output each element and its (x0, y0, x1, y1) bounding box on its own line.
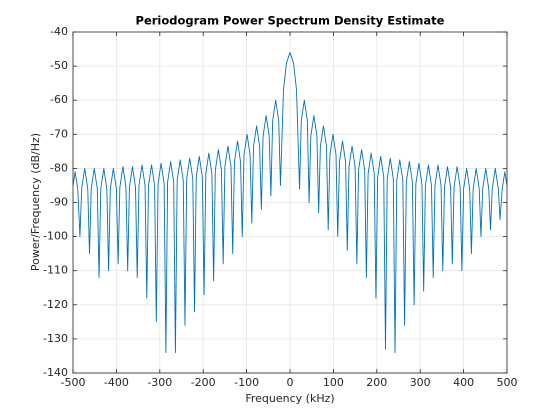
x-tick-label: 200 (366, 376, 387, 389)
y-tick-label: -120 (43, 298, 68, 311)
x-tick-label: -300 (147, 376, 172, 389)
x-tick-label: -200 (191, 376, 216, 389)
x-tick-label: 100 (323, 376, 344, 389)
y-tick-label: -40 (50, 25, 68, 38)
x-axis-label: Frequency (kHz) (245, 392, 334, 405)
y-tick-label: -50 (50, 59, 68, 72)
x-tick-label: -400 (104, 376, 129, 389)
y-tick-label: -70 (50, 127, 68, 140)
x-tick-label: 0 (287, 376, 294, 389)
y-tick-label: -140 (43, 366, 68, 379)
y-axis-label: Power/Frequency (dB/Hz) (29, 133, 42, 271)
chart-title: Periodogram Power Spectrum Density Estim… (136, 14, 445, 28)
y-tick-label: -80 (50, 161, 68, 174)
x-tick-label: 400 (453, 376, 474, 389)
y-tick-label: -110 (43, 264, 68, 277)
x-tick-label: 300 (410, 376, 431, 389)
y-tick-label: -100 (43, 230, 68, 243)
y-tick-label: -130 (43, 332, 68, 345)
y-tick-label: -90 (50, 196, 68, 209)
y-tick-label: -60 (50, 93, 68, 106)
data-line (72, 52, 508, 353)
x-tick-label: -500 (61, 376, 86, 389)
x-tick-label: 500 (497, 376, 518, 389)
x-tick-label: -100 (234, 376, 259, 389)
